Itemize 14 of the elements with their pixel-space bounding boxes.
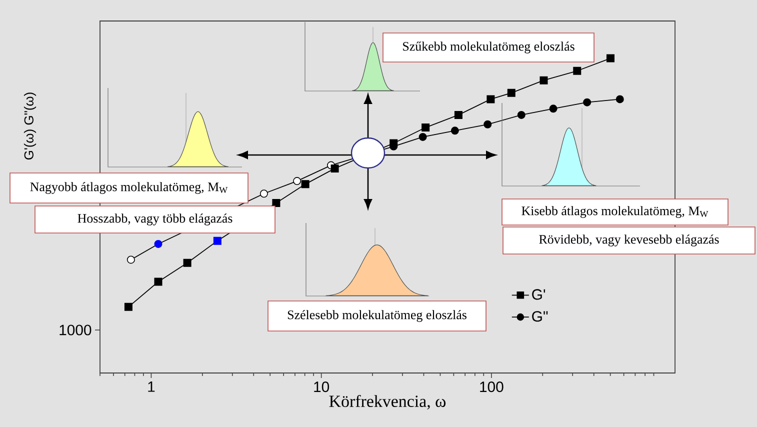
legend-label: G' [532,289,546,300]
y-axis-title: G'(ω) G"(ω) [24,92,36,160]
x-axis-title: Körfrekvencia, ω [329,394,446,410]
annotation: Rövidebb, vagy kevesebb elágazás [539,234,719,246]
annotation: Nagyobb átlagos molekulatömeg, M$_{W}$ [30,182,228,194]
x-tick-label: 1 [148,382,155,392]
x-tick-label: 10 [314,382,330,392]
legend-label: G" [532,311,548,322]
text: 1000 [60,324,92,336]
text: Szűkebb molekulatömeg eloszlás [403,42,574,54]
annotation: Hosszabb, vagy több elágazás [78,214,232,226]
annotation: Kisebb átlagos molekulatömeg, M$_{W}$ [522,206,708,218]
x-tick-label: 100 [480,382,504,392]
annotation: Szélesebb molekulatömeg eloszlás [288,310,466,322]
